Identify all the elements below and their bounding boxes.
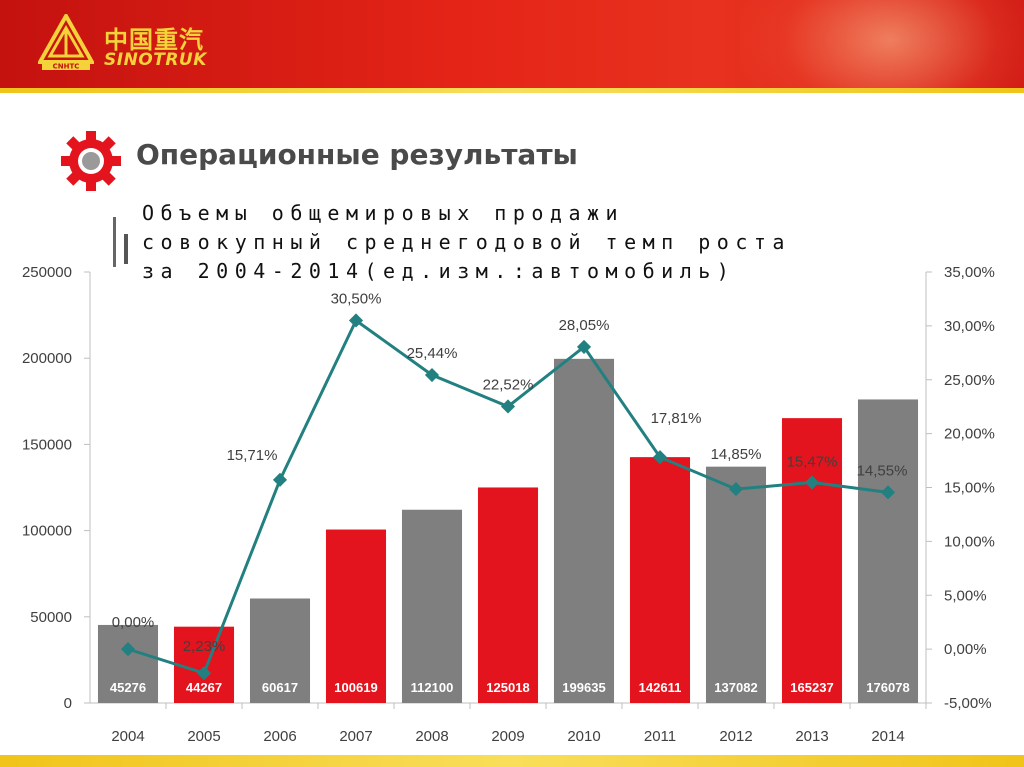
logo-badge-text: CNHTC (53, 63, 80, 71)
growth-rate-label: 0,00% (112, 614, 155, 631)
right-axis-tick-label: 0,00% (944, 641, 987, 658)
bar (97, 624, 159, 703)
footer-gold-strip (0, 755, 1024, 767)
bar-value-label: 44267 (186, 680, 222, 695)
x-axis-tick-label: 2014 (871, 728, 904, 745)
right-axis-tick-label: 10,00% (944, 533, 995, 550)
growth-rate-point (652, 450, 668, 465)
growth-rate-label: 14,55% (857, 462, 908, 479)
bar-value-label: 100619 (334, 680, 377, 695)
x-axis-tick-label: 2004 (111, 728, 144, 745)
bar (705, 466, 767, 703)
x-axis-tick-label: 2013 (795, 728, 828, 745)
growth-rate-label: 15,71% (227, 447, 278, 464)
bar-value-label: 165237 (790, 680, 833, 695)
bar-value-label: 60617 (262, 680, 298, 695)
growth-rate-point (728, 482, 744, 497)
growth-rate-label: 25,44% (407, 345, 458, 362)
subtitle-line-1: Объемы общемировых продажи (142, 201, 625, 225)
bar-value-label: 137082 (714, 680, 757, 695)
right-axis-tick-label: 35,00% (944, 264, 995, 281)
left-axis-tick-label: 50000 (30, 609, 72, 626)
bar (857, 399, 919, 703)
growth-rate-label: 15,47% (787, 453, 838, 470)
logo-english-text: SINOTRUK (104, 50, 207, 70)
x-axis-tick-label: 2012 (719, 728, 752, 745)
logo-chinese-text: 中国重汽 (104, 26, 204, 54)
x-axis-tick-label: 2008 (415, 728, 448, 745)
right-axis-tick-label: 20,00% (944, 426, 995, 443)
bar (173, 626, 235, 703)
growth-rate-point (500, 399, 516, 414)
bar (401, 509, 463, 703)
sinotruk-logo-icon: CNHTC (38, 14, 94, 71)
bar (325, 529, 387, 703)
bar (477, 487, 539, 703)
growth-rate-point (576, 339, 592, 354)
growth-rate-point (272, 472, 288, 487)
growth-rate-point (424, 367, 440, 383)
left-axis-tick-label: 250000 (22, 264, 72, 281)
chart-subtitle: Объемы общемировых продажи совокупный ср… (142, 199, 791, 286)
growth-rate-label: 30,50% (331, 290, 382, 307)
x-axis-tick-label: 2011 (644, 728, 676, 745)
right-axis-tick-label: 5,00% (944, 587, 987, 604)
x-axis-tick-label: 2007 (339, 728, 372, 745)
growth-rate-point (196, 666, 212, 681)
left-axis-tick-label: 150000 (22, 436, 72, 453)
bar (553, 358, 615, 703)
x-axis-tick-label: 2010 (567, 728, 600, 745)
bar-value-label: 125018 (486, 680, 529, 695)
header-glow (740, 0, 1024, 93)
growth-rate-point (348, 313, 364, 328)
right-axis-tick-label: -5,00% (944, 695, 992, 712)
page-title: Операционные результаты (136, 138, 578, 171)
subtitle-line-3: за 2004-2014(ед.изм.:автомобиль) (142, 259, 736, 283)
header-banner: CNHTC 中国重汽 SINOTRUK (0, 0, 1024, 93)
x-axis-tick-label: 2009 (491, 728, 524, 745)
bar-value-label: 176078 (866, 680, 909, 695)
growth-rate-label: 28,05% (559, 317, 610, 334)
subtitle-line-2: совокупный среднегодовой темп роста (142, 230, 791, 254)
bar-value-label: 199635 (562, 680, 605, 695)
left-axis-tick-label: 100000 (22, 523, 72, 540)
growth-rate-label: 17,81% (651, 410, 702, 427)
growth-rate-point (804, 475, 820, 490)
right-axis-tick-label: 30,00% (944, 318, 995, 335)
left-axis-tick-label: 0 (64, 695, 72, 712)
x-axis-tick-label: 2006 (263, 728, 296, 745)
gear-icon (61, 131, 121, 191)
growth-rate-label: 22,52% (483, 376, 534, 393)
bar (781, 418, 843, 703)
header-gold-strip (0, 88, 1024, 93)
growth-rate-point (880, 485, 896, 500)
right-axis-tick-label: 15,00% (944, 480, 995, 497)
right-axis-tick-label: 25,00% (944, 372, 995, 389)
bar-value-label: 112100 (411, 680, 454, 695)
bar (249, 598, 311, 703)
bar (629, 457, 691, 703)
bar-value-label: 45276 (110, 680, 146, 695)
growth-rate-point (120, 642, 136, 657)
left-axis-tick-label: 200000 (22, 350, 72, 367)
growth-rate-label: 2,23% (183, 638, 226, 655)
bar-value-label: 142611 (639, 680, 682, 695)
growth-rate-label: 14,85% (711, 446, 762, 463)
x-axis-tick-label: 2005 (187, 728, 220, 745)
